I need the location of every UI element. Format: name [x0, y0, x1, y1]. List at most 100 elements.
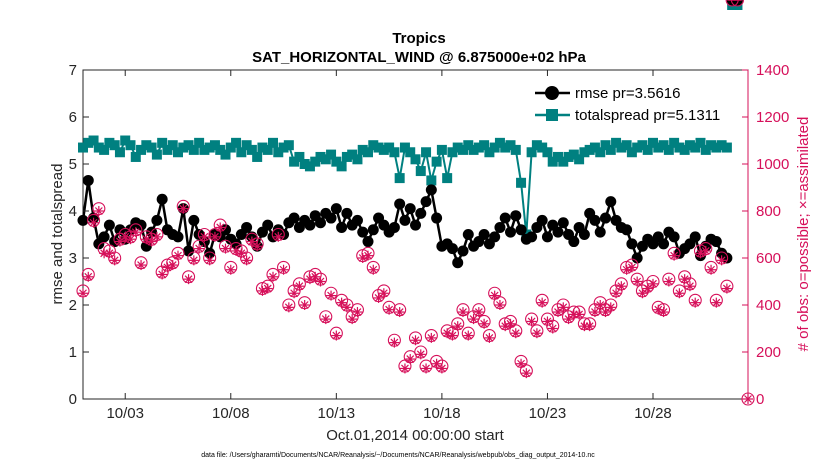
asterisk-stroke: [105, 249, 114, 258]
obs-assimilated-point: [78, 288, 88, 299]
totalspread-point: [294, 151, 305, 162]
asterisk-stroke: [548, 324, 557, 333]
obs-assimilated-point: [669, 250, 680, 261]
totalspread-point: [257, 142, 268, 153]
rmse-point: [388, 221, 400, 233]
legend-spread-label: totalspread pr=5.1311: [575, 107, 720, 124]
obs-assimilated-point: [194, 243, 205, 254]
totalspread-point: [378, 144, 389, 155]
obs-assimilated-point: [399, 363, 410, 374]
asterisk-stroke: [348, 315, 357, 324]
rmse-point: [151, 214, 163, 226]
obs-assimilated-point: [199, 231, 210, 242]
asterisk-stroke: [205, 256, 214, 265]
obs-assimilated-point: [626, 262, 637, 273]
totalspread-point: [252, 151, 263, 162]
rmse-point: [605, 196, 617, 208]
data-file-footnote: data file: /Users/gharamti/Documents/NCA…: [201, 452, 595, 459]
asterisk-stroke: [606, 303, 615, 312]
asterisk-stroke: [174, 251, 182, 260]
y-axis-left-label: rmse and totalspread: [49, 164, 66, 305]
rmse-point: [230, 238, 242, 250]
rmse-point: [241, 221, 253, 233]
asterisk-stroke: [274, 232, 283, 241]
asterisk-stroke: [411, 336, 420, 345]
totalspread-point: [236, 147, 247, 158]
rmse-point: [489, 231, 501, 243]
totalspread-point: [431, 156, 442, 167]
obs-assimilated-point: [262, 283, 273, 294]
totalspread-point: [494, 137, 505, 148]
totalspread-point: [568, 149, 579, 160]
obs-assimilated-point: [326, 290, 337, 301]
asterisk-stroke: [612, 289, 620, 298]
asterisk-stroke: [596, 301, 605, 309]
rmse-point: [594, 226, 606, 238]
totalspread-point: [489, 142, 500, 153]
rmse-point: [98, 231, 110, 243]
totalspread-point: [584, 144, 595, 155]
asterisk-stroke: [443, 329, 452, 338]
totalspread-point: [120, 135, 131, 146]
asterisk-stroke: [664, 277, 673, 286]
totalspread-point: [141, 140, 152, 151]
asterisk-stroke: [654, 305, 663, 314]
rmse-point: [367, 224, 379, 236]
rmse-point: [82, 174, 94, 186]
asterisk-stroke: [200, 232, 209, 241]
totalspread-point: [716, 140, 727, 151]
obs-assimilated-point: [289, 288, 300, 299]
asterisk-stroke: [469, 315, 478, 324]
asterisk-stroke: [211, 232, 219, 241]
obs-assimilated-point: [410, 335, 421, 346]
obs-assimilated-point: [252, 241, 263, 252]
totalspread-point: [679, 144, 690, 155]
totalspread-point: [695, 137, 706, 148]
obs-assimilated-point: [209, 231, 220, 242]
totalspread-series: [78, 0, 743, 240]
asterisk-stroke: [284, 303, 293, 312]
rmse-point: [183, 245, 195, 257]
totalspread-point: [320, 154, 331, 165]
y-right-tick-label: 600: [756, 250, 781, 267]
totalspread-point: [632, 142, 643, 153]
obs-assimilated-point: [93, 206, 104, 216]
obs-assimilated-point: [526, 316, 537, 327]
obs-assimilated-point: [415, 349, 426, 360]
totalspread-point: [162, 144, 173, 155]
rmse-point: [188, 214, 200, 226]
legend-spread-marker: [546, 109, 558, 121]
rmse-point: [351, 214, 363, 226]
obs-assimilated-point: [363, 250, 373, 261]
totalspread-point: [78, 142, 88, 153]
obs-assimilated-point: [320, 314, 331, 325]
asterisk-stroke: [517, 359, 525, 368]
totalspread-point: [658, 140, 669, 151]
obs-assimilated-point: [458, 307, 468, 318]
totalspread-point: [626, 147, 637, 158]
totalspread-point: [436, 144, 447, 155]
obs-assimilated-point: [157, 269, 168, 280]
totalspread-point: [605, 144, 616, 155]
obs-assimilated-point: [447, 330, 458, 341]
totalspread-point: [421, 147, 432, 158]
obs-assimilated-point: [104, 248, 115, 259]
obs-assimilated-point: [236, 248, 247, 259]
asterisk-stroke: [464, 331, 473, 340]
totalspread-point: [505, 140, 516, 151]
asterisk-stroke: [242, 256, 251, 265]
obs-assimilated-point: [389, 337, 400, 348]
totalspread-point: [531, 140, 542, 151]
rmse-point: [336, 221, 348, 233]
asterisk-stroke: [437, 364, 446, 373]
asterisk-stroke: [226, 265, 235, 274]
y-left-tick-label: 3: [69, 250, 77, 267]
obs-assimilated-point: [574, 309, 585, 320]
rmse-point: [626, 238, 638, 250]
x-tick-label: 10/08: [212, 405, 250, 422]
obs-assimilated-point: [283, 302, 294, 313]
asterisk-stroke: [527, 317, 536, 326]
obs-assimilated-point: [595, 300, 606, 310]
obs-assimilated-point: [721, 283, 732, 294]
x-axis: 10/03 10/08 10/13 10/18 10/23 10/28: [106, 70, 672, 422]
